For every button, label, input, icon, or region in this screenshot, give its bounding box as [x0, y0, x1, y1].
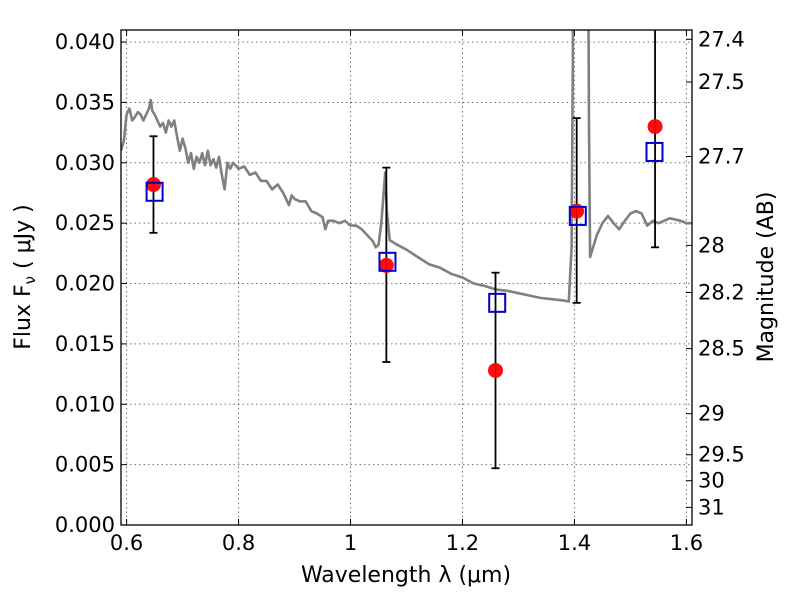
y2-tick-label: 27.4 — [698, 27, 745, 51]
y-tick-label: 0.020 — [55, 272, 115, 296]
model-photometry-point — [145, 181, 164, 202]
plot-frame — [120, 29, 693, 526]
y-tick-label: 0.000 — [55, 513, 115, 537]
y2-tick-label: 28.2 — [698, 280, 745, 304]
y-tick-label: 0.010 — [55, 392, 115, 416]
y-axis-label: Flux Fν ( μJy ) — [11, 204, 39, 349]
y2-tick-label: 28 — [698, 233, 725, 257]
y2-tick-label: 27.5 — [698, 70, 745, 94]
y2-axis-label: Magnitude (AB) — [754, 192, 779, 363]
y2-tick-label: 30 — [698, 469, 725, 493]
y-tick-label: 0.025 — [55, 211, 115, 235]
observed-point — [378, 257, 394, 273]
observed-point — [488, 362, 504, 378]
observed-point — [647, 119, 663, 135]
x-tick-label: 0.8 — [222, 531, 255, 555]
model-photometry-point — [378, 251, 397, 272]
y2-tick-label: 28.5 — [698, 337, 745, 361]
model-photometry-point — [645, 141, 664, 162]
y-tick-label: 0.035 — [55, 90, 115, 114]
model-sed-layer — [121, 30, 692, 303]
y-tick-label: 0.015 — [55, 332, 115, 356]
model-photometry-point — [488, 292, 507, 313]
y2-tick-label: 29 — [698, 402, 725, 426]
model-photometry-points — [145, 141, 664, 313]
x-tick-label: 0.6 — [110, 531, 143, 555]
y-tick-label: 0.005 — [55, 453, 115, 477]
y2-tick-label: 29.5 — [698, 443, 745, 467]
model-sed-line — [121, 30, 692, 303]
y2-tick-label: 27.7 — [698, 145, 745, 169]
grid-lines — [121, 30, 692, 526]
errorbar-layer — [149, 30, 660, 470]
y-tick-label: 0.030 — [55, 151, 115, 175]
x-tick-label: 1.2 — [446, 531, 479, 555]
observed-point — [145, 177, 161, 193]
x-axis-label: Wavelength λ (μm) — [301, 563, 511, 588]
observed-point — [569, 203, 585, 219]
model-photometry-point — [568, 205, 587, 226]
axis-ticks: 0.6 0.8 1 1.2 1.4 1.6 0.000 0.005 0.010 0.015 0.02… — [55, 27, 745, 555]
y-tick-label: 0.040 — [55, 30, 115, 54]
y2-tick-label: 31 — [698, 495, 725, 519]
x-tick-label: 1.4 — [558, 531, 591, 555]
x-tick-label: 1.6 — [670, 531, 703, 555]
x-tick-label: 1 — [344, 531, 357, 555]
